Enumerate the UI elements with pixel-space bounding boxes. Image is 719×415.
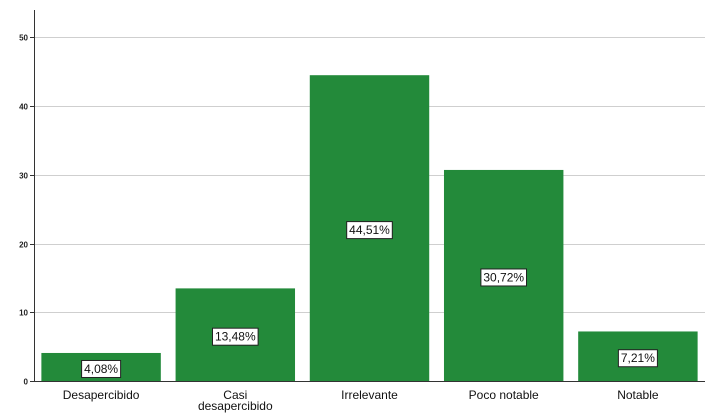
data-label: 4,08% xyxy=(84,362,118,376)
data-label-box xyxy=(346,221,393,240)
data-label-box xyxy=(81,359,122,378)
y-tick-label: 30 xyxy=(19,172,28,181)
data-label: 44,51% xyxy=(349,223,390,237)
data-label-box xyxy=(212,327,259,346)
data-label-box xyxy=(480,268,527,287)
y-tick-label: 0 xyxy=(24,378,29,387)
category-label: Poco notable xyxy=(469,388,539,402)
category-label: Notable xyxy=(617,388,659,402)
data-label: 13,48% xyxy=(215,330,256,344)
y-tick-label: 10 xyxy=(19,309,28,318)
data-label: 30,72% xyxy=(483,270,524,284)
category-label: Casi xyxy=(223,388,247,402)
category-label: Irrelevante xyxy=(341,388,398,402)
y-tick-label: 40 xyxy=(19,103,28,112)
data-label-box xyxy=(617,349,658,368)
axes: 0 10 20 30 40 50 Desapercibido Casidesapercibid… xyxy=(19,10,705,413)
y-tick-label: 20 xyxy=(19,241,28,250)
data-label: 7,21% xyxy=(621,351,655,365)
category-label: Desapercibido xyxy=(63,388,140,402)
data-labels: 4,08% 13,48% 44,51% 30,72% 7,21% xyxy=(81,221,658,378)
y-tick-label: 50 xyxy=(19,34,28,43)
category-label: desapercibido xyxy=(198,399,273,413)
